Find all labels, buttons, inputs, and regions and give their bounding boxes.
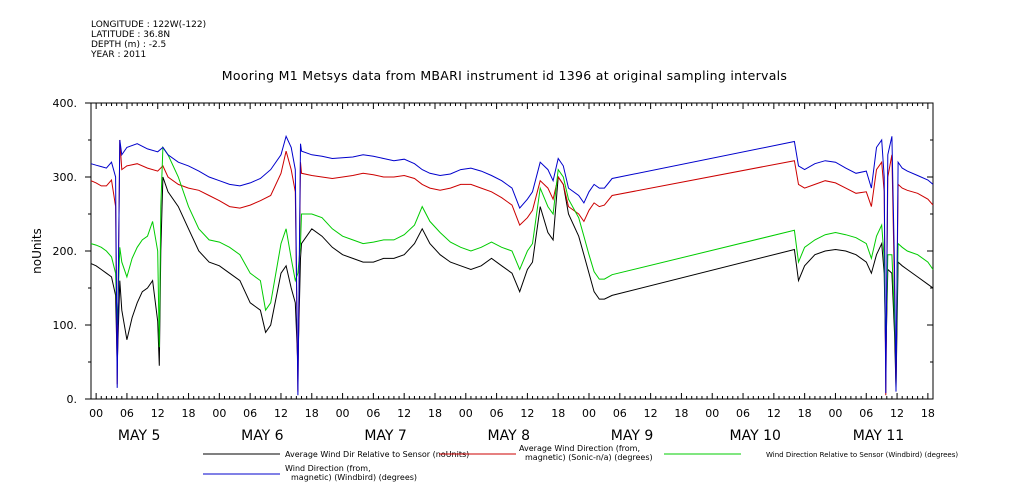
legend-label-2: Average Wind Direction (from, magnetic) (… [519,444,653,462]
series-line-2 [90,139,934,396]
series-line-4 [90,134,934,396]
x-day-label: MAY 8 [488,428,530,444]
x-hour-label: 18 [182,407,196,420]
x-hour-label: 18 [428,407,442,420]
x-day-label: MAY 10 [730,428,781,444]
x-day-label: MAY 7 [364,428,406,444]
series-line-1 [90,175,934,388]
x-hour-label: 18 [551,407,565,420]
x-hour-label: 00 [89,407,103,420]
x-hour-label: 00 [705,407,719,420]
x-hour-label: 12 [767,407,781,420]
x-hour-label: 12 [644,407,658,420]
longitude-label: LONGITUDE : 122W(-122) [91,20,207,30]
x-hour-label: 00 [582,407,596,420]
x-hour-label: 06 [243,407,257,420]
x-day-label: MAY 6 [241,428,284,444]
x-hour-label: 00 [212,407,226,420]
x-day-label: MAY 5 [118,428,160,444]
plot-frame [85,102,934,400]
y-tick-label: 300. [53,171,78,184]
x-day-label: MAY 9 [611,428,653,444]
x-hour-label: 00 [828,407,842,420]
x-hour-label: 06 [859,407,873,420]
x-hour-label: 12 [274,407,288,420]
latitude-label: LATITUDE : 36.8N [91,30,171,40]
x-hour-label: 06 [366,407,380,420]
x-hour-label: 12 [520,407,534,420]
x-day-label: MAY 11 [853,428,904,444]
y-tick-label: 0. [67,393,78,406]
x-hour-label: 18 [921,407,935,420]
x-hour-label: 06 [120,407,134,420]
legend-label-4: Wind Direction (from, magnetic) (Windbird… [285,464,417,482]
depth-label: DEPTH (m) : -2.5 [91,40,167,50]
series-line-3 [90,145,934,366]
legend: Average Wind Dir Relative to Sensor (noU… [203,444,958,482]
legend-label-3: Wind Direction Relative to Sensor (Windb… [766,451,958,459]
series-lines [90,134,934,396]
x-hour-label: 12 [151,407,165,420]
x-hour-label: 06 [490,407,504,420]
x-hour-label: 18 [674,407,688,420]
chart-title: Mooring M1 Metsys data from MBARI instru… [221,68,788,83]
x-hour-label: 18 [305,407,319,420]
axis-labels: 0. 100. 200. 300. 400. noUnits 00 06 12 18 00 06 12 1… [30,97,935,444]
x-hour-label: 06 [613,407,627,420]
y-tick-label: 100. [53,319,78,332]
year-label: YEAR : 2011 [91,50,147,60]
y-tick-label: 200. [53,245,78,258]
x-hour-label: 00 [459,407,473,420]
y-axis-label: noUnits [30,228,44,274]
x-hour-label: 12 [397,407,411,420]
x-hour-label: 06 [736,407,750,420]
x-hour-label: 12 [890,407,904,420]
x-hour-label: 00 [336,407,350,420]
x-hour-label: 18 [798,407,812,420]
y-tick-label: 400. [53,97,78,110]
legend-label-1: Average Wind Dir Relative to Sensor (noU… [285,450,469,459]
